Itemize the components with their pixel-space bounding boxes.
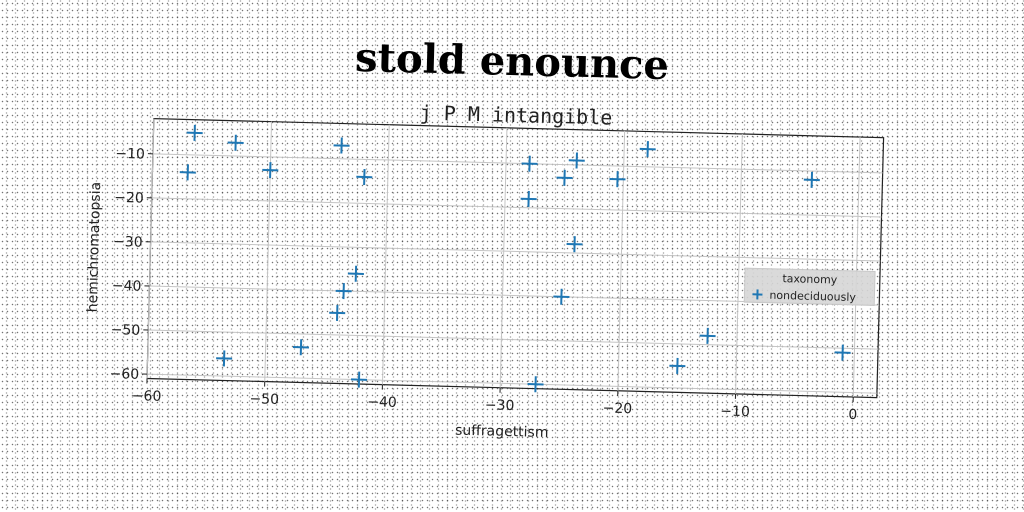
x-gridline (381, 124, 390, 385)
legend-marker (752, 289, 763, 300)
grid (146, 118, 883, 397)
scatter-point (227, 134, 244, 151)
scatter-point (803, 171, 820, 188)
x-tick-label: 0 (848, 407, 857, 423)
x-gridline (735, 133, 743, 394)
scatter-point (350, 371, 368, 388)
y-tick-label: −20 (114, 190, 144, 207)
scatter-point (216, 350, 233, 367)
x-axis-label: suffragettism (455, 423, 549, 441)
x-tick-label: −30 (485, 397, 515, 414)
scatter-point (553, 288, 570, 305)
scatter-point (329, 304, 346, 321)
scatter-point (333, 137, 350, 154)
scatter-point (347, 265, 364, 282)
scatter-point (639, 141, 656, 158)
y-gridline (147, 373, 877, 394)
x-gridline (264, 121, 273, 382)
x-tick-label: −10 (720, 404, 750, 421)
x-gridline (852, 137, 861, 397)
scatter-point (699, 327, 716, 344)
scatter-point (262, 162, 279, 179)
scatter-point (669, 357, 686, 374)
legend-title: taxonomy (782, 272, 838, 286)
data-points (179, 124, 851, 393)
y-tick-label: −40 (112, 278, 142, 295)
scatter-point (520, 190, 537, 207)
y-gridline (151, 197, 882, 218)
chart-title: j P M intangible (419, 101, 612, 130)
x-gridline (499, 127, 508, 388)
scatter-point (521, 155, 538, 172)
x-gridline (146, 118, 155, 379)
y-gridline (152, 153, 883, 174)
legend-box (743, 267, 876, 307)
y-axis-label: hemichromatopsia (85, 182, 104, 313)
scatter-point (335, 283, 352, 300)
y-tick-label: −60 (109, 366, 139, 383)
x-tick-label: −50 (249, 391, 279, 408)
y-tick-label: −30 (113, 234, 143, 251)
scatter-point (568, 152, 585, 169)
legend: taxonomy nondeciduously (743, 267, 876, 307)
x-tick-label: −60 (132, 388, 162, 405)
scatter-point (186, 124, 203, 141)
legend-entry: nondeciduously (769, 289, 856, 304)
y-tick-label: −50 (111, 322, 141, 339)
y-gridline (148, 329, 879, 350)
scatter-point (179, 164, 196, 181)
scatter-point (292, 339, 309, 356)
scatter-point (834, 344, 851, 361)
x-tick-label: −20 (602, 400, 632, 417)
scatter-point (527, 376, 544, 393)
y-tick-label: −10 (115, 146, 145, 163)
scatter-point (609, 171, 626, 188)
scatter-point (566, 236, 583, 253)
scatter-point (556, 169, 573, 186)
scatter-point (356, 168, 373, 186)
x-tick-label: −40 (367, 394, 397, 411)
y-gridline (150, 241, 881, 262)
ticks: −60 −50 −40 −30 −20 −10 0 −10 −20 −30 −40 −50 −60 (109, 146, 857, 423)
x-gridline (617, 130, 626, 391)
